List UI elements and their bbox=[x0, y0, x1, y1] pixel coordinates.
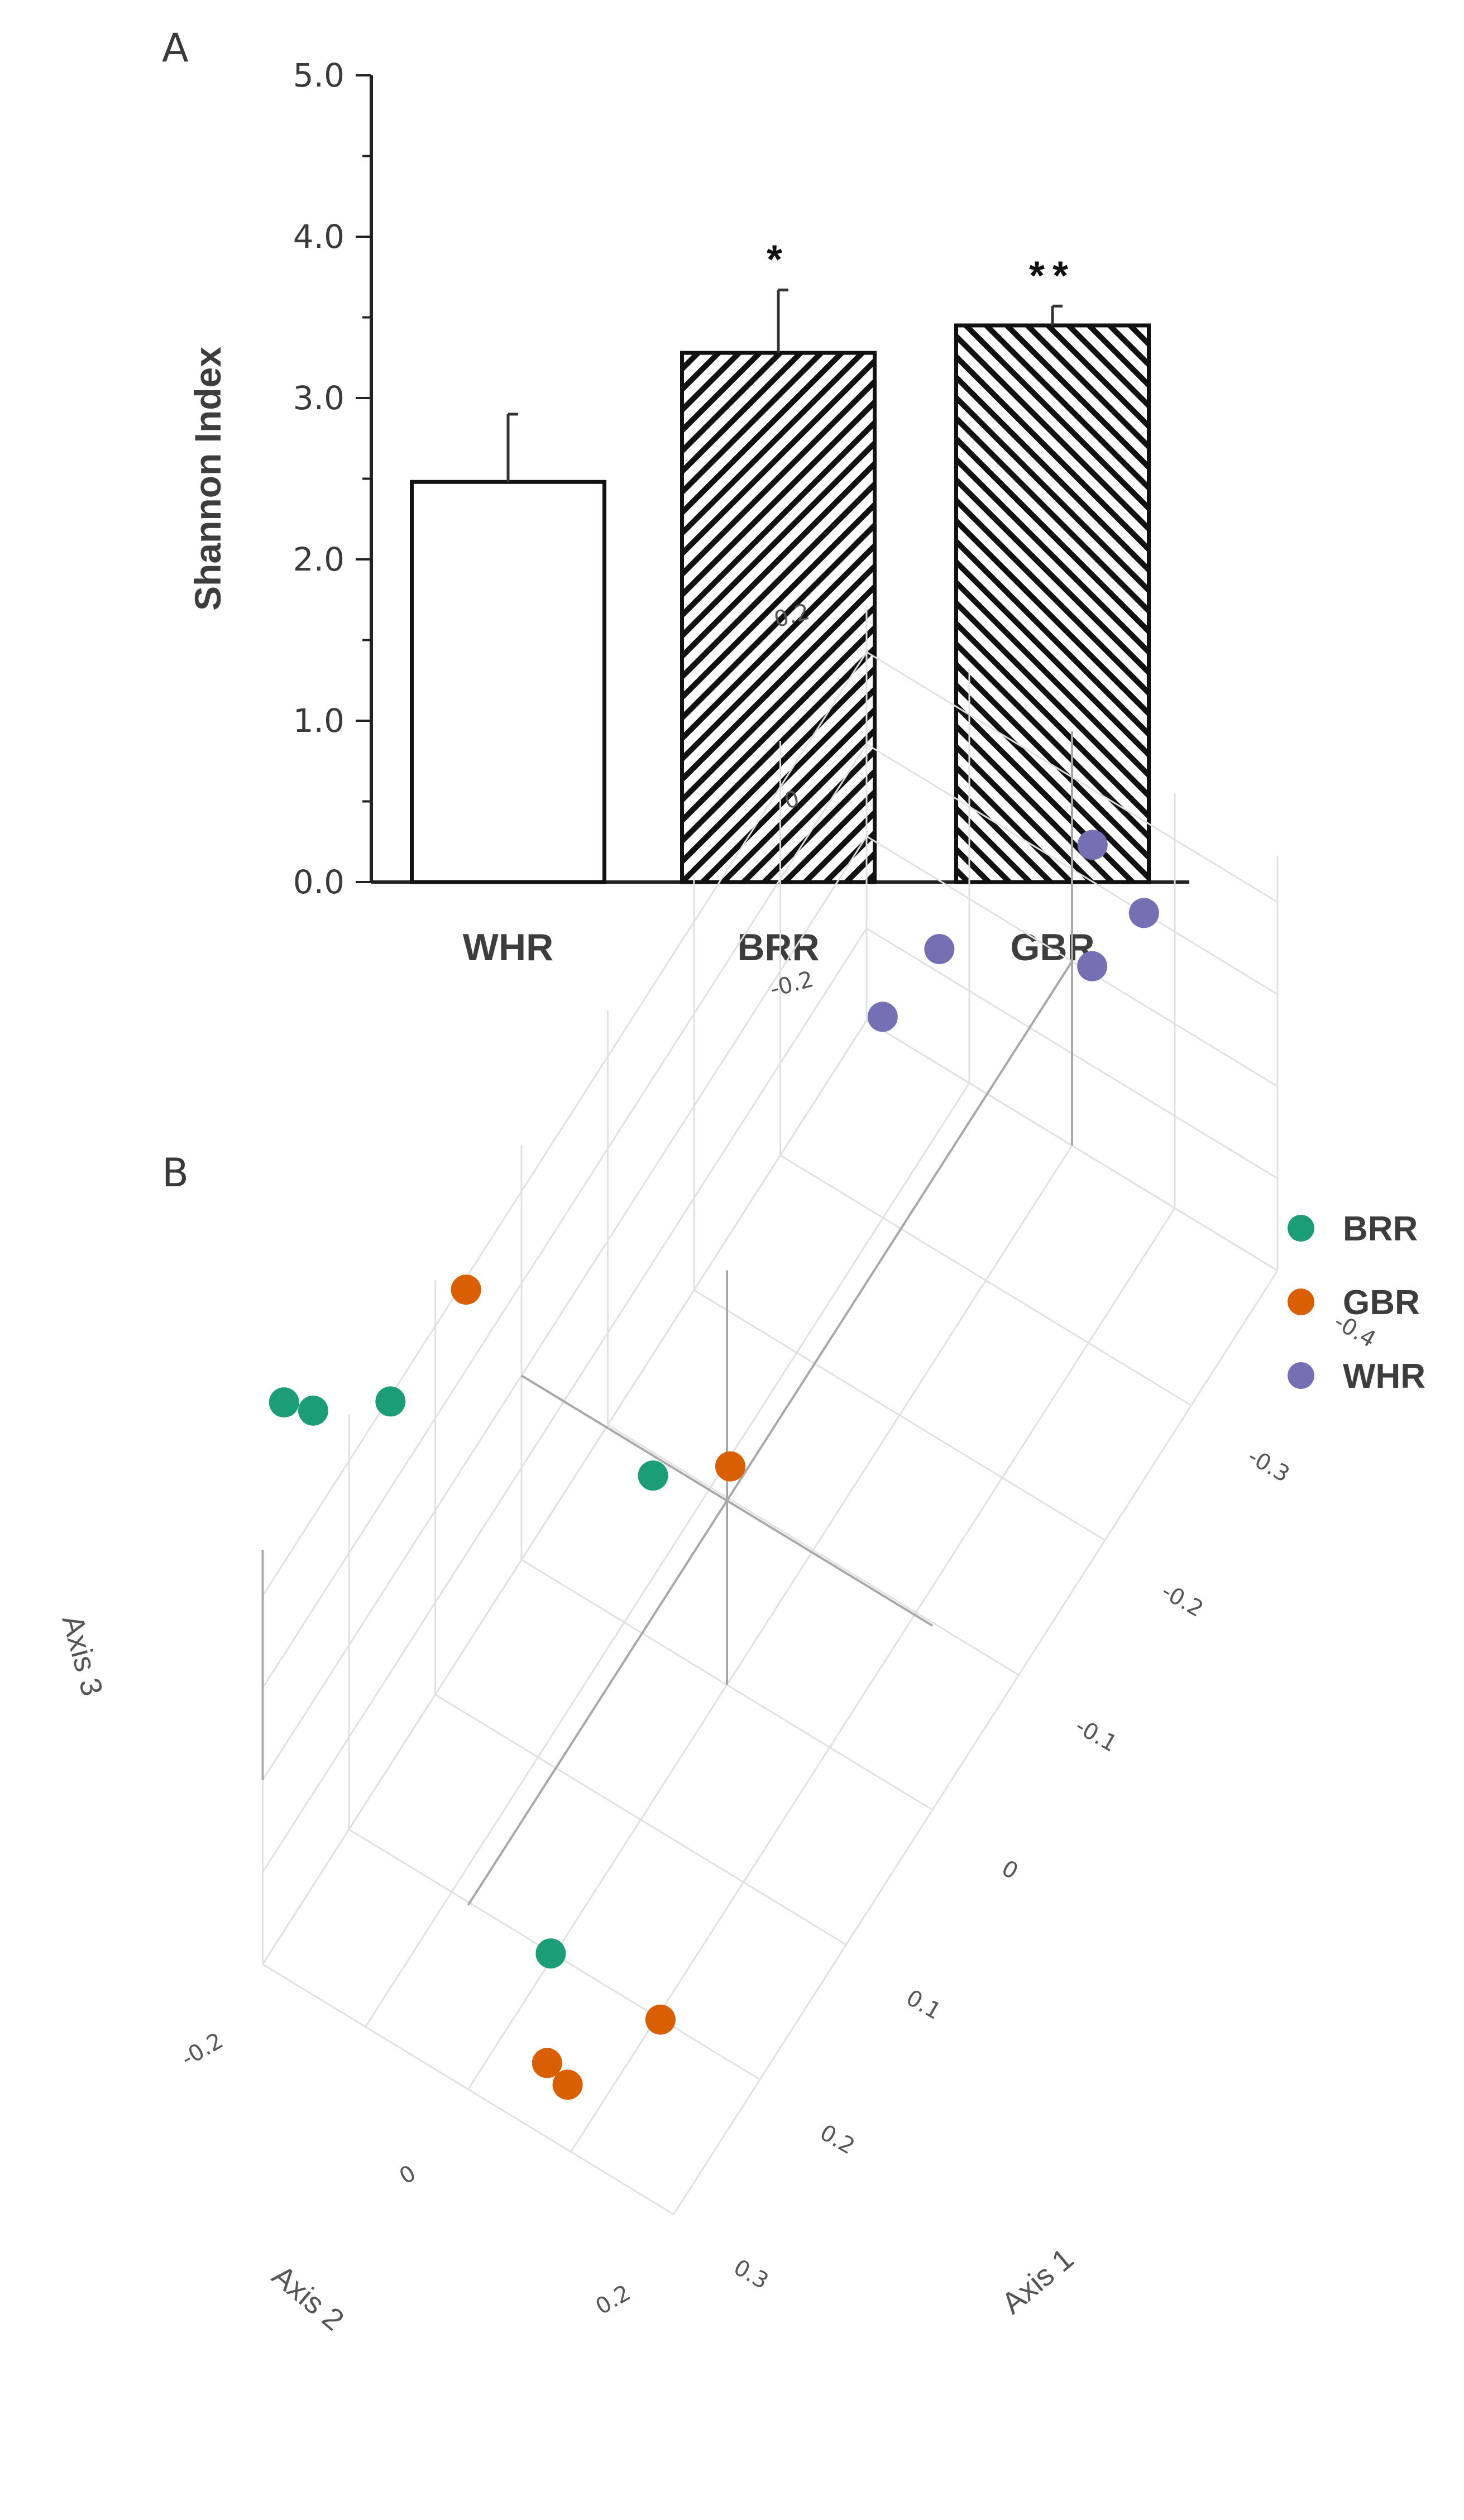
axis1-zero-line bbox=[467, 960, 1073, 1906]
y-tick-label: 5.0 bbox=[293, 56, 345, 94]
point-brr bbox=[375, 1386, 406, 1417]
floor-gridline bbox=[693, 1289, 1106, 1541]
axis3-tick-label: -0.2 bbox=[768, 966, 816, 1003]
point-gbr bbox=[715, 1451, 745, 1482]
panel-b-points bbox=[269, 830, 1159, 2100]
floor-gridline bbox=[779, 1154, 1192, 1406]
significance-marker: * bbox=[767, 237, 790, 282]
axis2-title: Axis 2 bbox=[266, 2259, 350, 2337]
axis1-title: Axis 1 bbox=[996, 2242, 1080, 2320]
axis1-tick-label: 0.2 bbox=[815, 2120, 859, 2160]
point-gbr bbox=[645, 2004, 676, 2035]
floor-gridline bbox=[467, 1145, 1073, 2090]
axis2-tick-label: 0.2 bbox=[591, 2280, 635, 2320]
point-whr bbox=[1128, 898, 1159, 928]
significance-marker: ** bbox=[1029, 253, 1076, 298]
x-tick-label: BRR bbox=[737, 926, 819, 969]
axis1-tick-label: 0.1 bbox=[902, 1985, 945, 2025]
axis1-tick-label: -0.1 bbox=[1071, 1713, 1122, 1757]
axis3-title: Axis 3 bbox=[55, 1612, 109, 1700]
floor-gridline bbox=[673, 1270, 1279, 2215]
y-tick-label: 0.0 bbox=[293, 863, 345, 901]
point-whr bbox=[924, 934, 955, 965]
panel-b-gridlines bbox=[261, 606, 1279, 2215]
axis1-tick-label: 0 bbox=[997, 1855, 1022, 1885]
y-axis-label: Shannon Index bbox=[187, 347, 228, 611]
y-tick-label: 2.0 bbox=[293, 540, 345, 578]
panel-a-axes: 0.0 1.0 2.0 3.0 4.0 5.0 Shannon Index bbox=[187, 56, 1189, 901]
axis1-tick-label: -0.3 bbox=[1243, 1444, 1294, 1488]
bar-brr bbox=[680, 351, 877, 884]
floor-gridline bbox=[434, 1694, 847, 1946]
point-gbr bbox=[552, 2069, 583, 2100]
legend-marker-whr bbox=[1288, 1362, 1314, 1389]
point-brr bbox=[269, 1387, 299, 1418]
wall-gridline bbox=[262, 651, 868, 1597]
axis2-tick-label: 0 bbox=[395, 2160, 420, 2190]
legend-marker-brr bbox=[1288, 1215, 1314, 1242]
panel-a-bars: WHR BRR*GBR** bbox=[410, 237, 1151, 969]
bar-whr bbox=[410, 480, 606, 884]
floor-gridline bbox=[365, 1082, 970, 2028]
y-tick-label: 4.0 bbox=[293, 218, 345, 256]
point-gbr bbox=[451, 1275, 481, 1305]
panel-a-letter: A bbox=[162, 25, 189, 71]
point-gbr bbox=[532, 2048, 562, 2078]
floor-gridline bbox=[570, 1208, 1176, 2153]
point-brr bbox=[298, 1395, 328, 1426]
panel-b-letter: B bbox=[162, 1150, 189, 1196]
point-whr bbox=[867, 1002, 898, 1032]
wall-gridline bbox=[262, 1020, 868, 1965]
point-brr bbox=[638, 1460, 668, 1491]
legend-label: WHR bbox=[1343, 1357, 1425, 1396]
panel-b-legend: BRR GBR WHR bbox=[1288, 1210, 1425, 1396]
legend-label: BRR bbox=[1343, 1210, 1418, 1248]
legend-marker-gbr bbox=[1288, 1288, 1314, 1315]
point-whr bbox=[1077, 830, 1108, 860]
y-tick-label: 1.0 bbox=[293, 702, 345, 740]
y-tick-label: 3.0 bbox=[293, 379, 345, 417]
floor-gridline bbox=[262, 1963, 674, 2215]
panel-a-bar-chart: A 0.0 1.0 2.0 3.0 4.0 5.0 Shannon Index WHR BRR… bbox=[162, 25, 1189, 969]
point-brr bbox=[535, 1938, 566, 1969]
axis1-tick-label: 0.3 bbox=[729, 2254, 773, 2294]
wall-gridline bbox=[262, 836, 868, 1781]
x-tick-label: WHR bbox=[463, 926, 553, 969]
axis2-tick-label: -0.2 bbox=[177, 2028, 228, 2072]
wall-gridline bbox=[262, 928, 868, 1873]
point-whr bbox=[1077, 951, 1108, 981]
wall-gridline bbox=[262, 744, 868, 1689]
bar-gbr bbox=[954, 323, 1151, 884]
axis1-tick-label: -0.2 bbox=[1157, 1578, 1208, 1622]
legend-label: GBR bbox=[1343, 1283, 1420, 1322]
floor-gridline bbox=[607, 1424, 1020, 1676]
